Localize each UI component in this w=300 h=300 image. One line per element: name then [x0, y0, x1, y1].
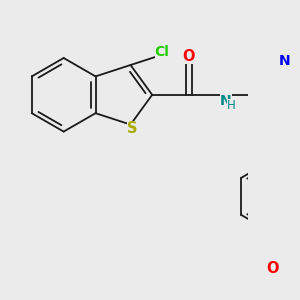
Text: O: O — [267, 261, 279, 276]
Text: N: N — [220, 94, 232, 108]
Text: O: O — [183, 50, 195, 64]
Text: Cl: Cl — [154, 45, 169, 59]
Text: S: S — [127, 122, 138, 136]
Text: H: H — [227, 99, 236, 112]
Text: N: N — [278, 54, 290, 68]
